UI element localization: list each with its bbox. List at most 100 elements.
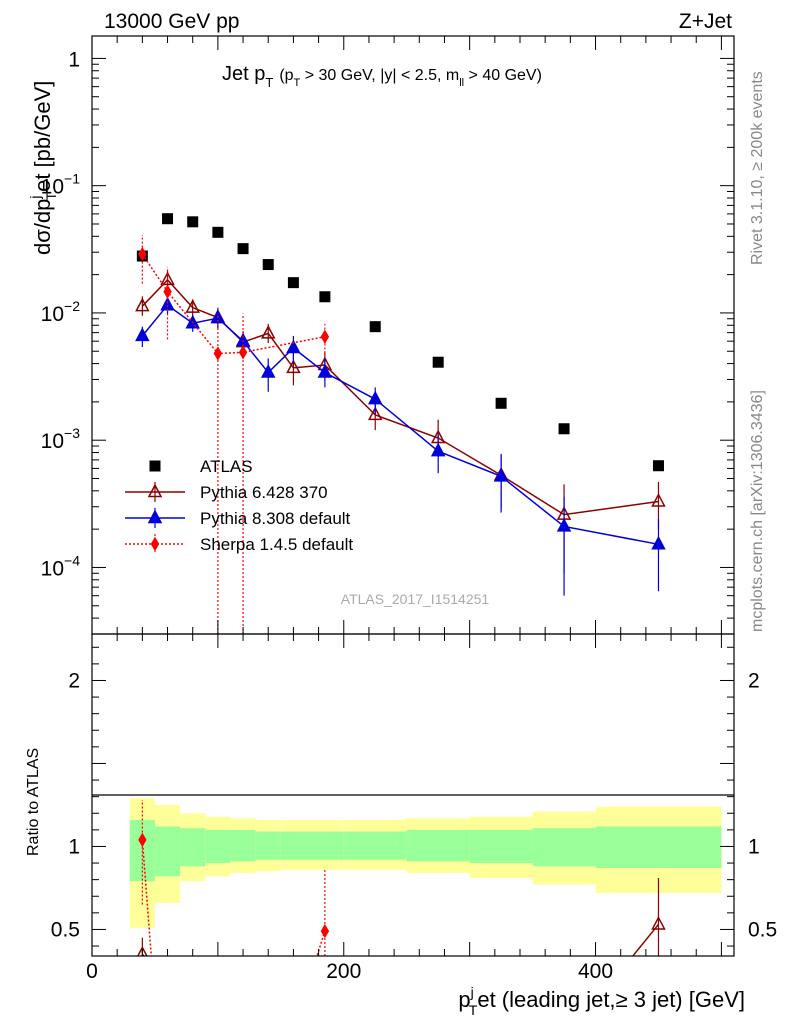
pythia-8-308-default-point [260,364,276,378]
sherpa-1-4-5-default-point [213,346,223,361]
sherpa-1-4-5-default-ratio-point [320,923,330,939]
legend-marker-pythia-8-308-default [147,509,163,524]
pythia-8-308-default-point [493,467,509,482]
main-plot-frame [91,35,735,635]
main-plot-title: Jet pT (pT > 30 GeV, |y| < 2.5, mll > 40 … [222,63,542,90]
y-tick-label-base: 1 [68,48,80,71]
pythia-8-308-default-point [160,296,175,311]
ratio-uncertainty-bands [129,798,722,928]
sherpa-1-4-5-default-point [163,284,172,299]
pythia-6-428-370-point [185,299,200,313]
sherpa-1-4-5-default-point [320,329,330,344]
rivet-note: Rivet 3.1.10, ≥ 200k events [749,71,766,265]
sherpa-1-4-5-default-point [238,345,248,360]
pythia-8-308-default-point [430,442,446,457]
inner-band-bin [406,829,470,862]
analysis-watermark: ATLAS_2017_I1514251 [341,591,490,607]
inner-band-bin [205,829,231,864]
pythia-6-428-370-ratio-line [141,923,660,956]
inner-band-bin [280,831,306,860]
y-tick-label: 10−2 [41,298,81,326]
atlas-point [162,213,174,225]
atlas-point [187,216,199,228]
title-cuts: (p [279,67,293,84]
ratio-y-tick-label-right: 2 [748,669,760,692]
y-tick-label-exponent: −3 [64,425,80,441]
title-cuts-sub: T [294,77,301,89]
y-tick-label-exponent: −4 [64,552,80,568]
legend-label-sherpa-1-4-5-default: Sherpa 1.4.5 default [200,535,353,554]
legend-marker-atlas [149,460,161,472]
atlas-point [369,321,381,333]
inner-band-bin [180,828,206,867]
y-tick-label-base: 10 [41,176,64,199]
y-tick-label-base: 10 [41,557,64,580]
inner-band-bin [595,826,722,869]
atlas-point [319,291,331,303]
pythia-8-308-default-point [367,390,383,405]
ylabel-sub: T [43,191,59,200]
energy-label: 13000 GeV pp [104,10,239,33]
ratio-y-axis-label: Ratio to ATLAS [25,748,42,856]
y-tick-label: 10−4 [41,552,81,580]
y-tick-label: 10−3 [41,425,81,453]
y-tick-label-exponent: −2 [64,298,80,314]
title-main-sub: T [265,75,273,90]
pythia-8-308-default-point [651,535,666,550]
xlabel-rest: et (leading jet,≥ 3 jet) [GeV] [477,987,745,1012]
legend-marker-sherpa-1-4-5-default [150,536,160,552]
atlas-point [237,243,249,255]
pythia-6-428-370-point [160,271,175,286]
pythia-6-428-370-point [286,359,301,374]
inner-band-bin [532,828,596,867]
title-cuts-rest: > 30 GeV, |y| < 2.5, m [300,67,459,84]
atlas-point [495,397,507,409]
inner-band-bin [343,831,407,860]
mcplots-note: mcplots.cern.ch [arXiv:1306.3436] [749,390,766,632]
atlas-point [432,356,444,368]
inner-band-bin [306,831,344,860]
y-tick-label-base: 10 [41,303,64,326]
ratio-y-tick-label: 2 [68,669,80,692]
xlabel-main: p [458,987,470,1012]
pythia-6-428-370-point [260,324,276,339]
pythia-8-308-default-point [317,364,333,378]
inner-band-bin [469,829,533,864]
ratio-plot-frame [91,633,735,957]
ylabel-main: dσ/dp [30,199,55,255]
main-plot-marks [135,213,666,634]
atlas-point [287,277,299,289]
legend: ATLAS Pythia 6.428 370 Pythia 8.308 defaul… [125,457,353,554]
legend-label-pythia-8-308-default: Pythia 8.308 default [200,509,351,528]
x-tick-label: 0 [86,960,98,983]
atlas-point [652,460,664,472]
y-tick-label: 1 [68,48,80,71]
legend-label-atlas: ATLAS [200,457,253,476]
pythia-8-308-default-point [286,339,301,354]
main-y-axis-label: dσ/dpjTet [pb/GeV] [27,81,59,255]
title-main: Jet p [222,63,265,85]
sherpa-1-4-5-default-point [138,246,147,262]
y-tick-label: 10−1 [41,171,81,199]
ratio-y-tick-label-right: 0.5 [748,918,777,941]
ratio-y-tick-label: 0.5 [51,918,80,941]
title-cuts-sub2: ll [459,77,464,89]
ratio-y-tick-label-right: 1 [748,835,760,858]
x-tick-label: 200 [326,960,361,983]
sherpa-1-4-5-default-ratio-point [138,832,147,848]
atlas-point [262,259,274,271]
title-cuts-end: > 40 GeV) [464,67,542,84]
xlabel-sub: T [469,1002,478,1018]
pythia-6-428-370-point [651,492,666,507]
ratio-y-tick-label: 1 [68,835,80,858]
pythia-6-428-370-point [367,406,383,421]
inner-band-bin [230,829,256,862]
atlas-point [212,226,224,238]
pythia-6-428-370-ratio-point [651,915,666,930]
ylabel-sup: j [27,195,43,199]
y-tick-label-base: 10 [41,430,64,453]
xlabel-sup: j [470,984,474,1000]
pythia-8-308-default-point [135,327,150,342]
